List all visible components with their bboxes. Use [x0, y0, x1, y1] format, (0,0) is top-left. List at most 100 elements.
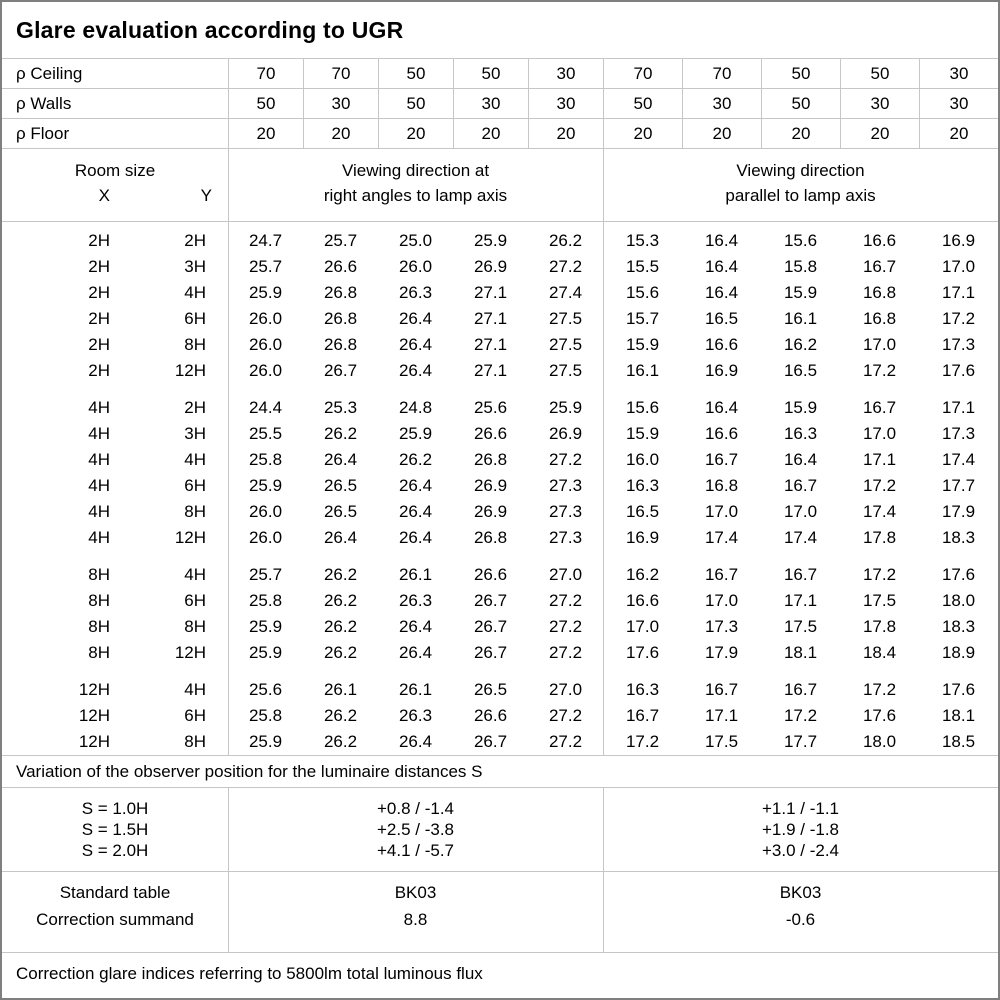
room-size-x: 4H [88, 398, 110, 417]
ugr-value-right-angles: 25.9 [248, 476, 283, 495]
ugr-value-right-angles: 26.2 [398, 450, 433, 469]
room-size-x: 2H [88, 283, 110, 302]
ugr-value-right-angles: 27.2 [548, 257, 583, 276]
ugr-row: 4H 3H 25.5 26.2 25.9 26.6 26.9 15.9 16.6 16.3 17.0… [2, 421, 998, 447]
ugr-value-parallel: 17.4 [941, 450, 976, 469]
room-size-y: 6H [184, 706, 206, 725]
ugr-value-right-angles: 26.6 [473, 424, 508, 443]
reflectance-label: ρ Ceiling [16, 64, 83, 83]
ugr-value-parallel: 17.5 [704, 732, 739, 751]
ugr-value-parallel: 18.3 [941, 528, 976, 547]
ugr-value-parallel: 17.9 [941, 502, 976, 521]
ugr-value-parallel: 17.2 [862, 680, 897, 699]
ugr-value-right-angles: 26.2 [323, 706, 358, 725]
ugr-value-right-angles: 26.1 [398, 565, 433, 584]
ugr-value-right-angles: 26.9 [473, 476, 508, 495]
room-size-x: 2H [88, 231, 110, 250]
room-size-x: 8H [88, 591, 110, 610]
ugr-value-right-angles: 25.9 [248, 643, 283, 662]
reflectance-row: ρ Floor 20 20 20 20 20 20 20 20 20 20 [2, 119, 998, 149]
ugr-value-parallel: 15.9 [783, 398, 818, 417]
ugr-value-right-angles: 25.7 [248, 565, 283, 584]
ugr-value-right-angles: 26.2 [323, 732, 358, 751]
ugr-value-right-angles: 26.4 [323, 450, 358, 469]
ugr-value-right-angles: 27.3 [548, 528, 583, 547]
ugr-value-parallel: 16.7 [704, 450, 739, 469]
ugr-value-right-angles: 26.6 [473, 706, 508, 725]
ugr-row: 2H 3H 25.7 26.6 26.0 26.9 27.2 15.5 16.4 15.8 16.7… [2, 254, 998, 280]
reflectance-value: 30 [919, 89, 998, 118]
ugr-value-right-angles: 26.9 [473, 502, 508, 521]
room-size-y: 3H [184, 424, 206, 443]
room-size-y: 3H [184, 257, 206, 276]
reflectance-row: ρ Walls 50 30 50 30 30 50 30 50 30 30 [2, 89, 998, 119]
ugr-value-parallel: 16.4 [704, 231, 739, 250]
ugr-value-right-angles: 27.2 [548, 643, 583, 662]
ugr-value-right-angles: 27.1 [473, 335, 508, 354]
ugr-value-right-angles: 27.2 [548, 591, 583, 610]
ugr-value-right-angles: 27.2 [548, 450, 583, 469]
room-size-x: 4H [88, 528, 110, 547]
ugr-value-parallel: 18.1 [783, 643, 818, 662]
ugr-value-right-angles: 25.9 [473, 231, 508, 250]
ugr-value-parallel: 17.2 [862, 565, 897, 584]
reflectance-value: 50 [228, 89, 303, 118]
xy-header: X Y [2, 183, 228, 208]
ugr-value-right-angles: 26.0 [248, 309, 283, 328]
ugr-value-right-angles: 26.5 [323, 502, 358, 521]
ugr-block: 12H 4H 25.6 26.1 26.1 26.5 27.0 16.3 16.7 16.7 17.… [2, 677, 998, 755]
summary-label: Correction summand [36, 910, 194, 929]
ugr-value-right-angles: 27.4 [548, 283, 583, 302]
parallel-heading: Viewing direction parallel to lamp axis [603, 149, 998, 221]
observer-variation-label: S = 2.0H [81, 841, 149, 860]
ugr-row: 4H 8H 26.0 26.5 26.4 26.9 27.3 16.5 17.0 17.0 17.4… [2, 499, 998, 525]
ugr-value-right-angles: 27.3 [548, 476, 583, 495]
ugr-value-right-angles: 26.0 [248, 528, 283, 547]
ugr-value-parallel: 18.4 [862, 643, 897, 662]
ugr-row: 12H 4H 25.6 26.1 26.1 26.5 27.0 16.3 16.7 16.7 17.… [2, 677, 998, 703]
room-size-y: 6H [184, 476, 206, 495]
ugr-value-right-angles: 25.7 [323, 231, 358, 250]
ugr-value-right-angles: 26.2 [323, 565, 358, 584]
ugr-value-right-angles: 27.0 [548, 565, 583, 584]
ugr-blocks: 2H 2H 24.7 25.7 25.0 25.9 26.2 15.3 16.4 15.6 16.6… [2, 228, 998, 755]
reflectance-value: 20 [919, 119, 998, 148]
ugr-value-parallel: 15.8 [783, 257, 818, 276]
ugr-value-right-angles: 26.8 [473, 450, 508, 469]
ugr-value-parallel: 16.9 [625, 528, 660, 547]
ugr-value-parallel: 16.2 [625, 565, 660, 584]
room-size-y: 4H [184, 450, 206, 469]
room-size-y: 12H [174, 361, 206, 380]
ugr-value-right-angles: 25.9 [398, 424, 433, 443]
ugr-value-right-angles: 24.4 [248, 398, 283, 417]
observer-variation-value-parallel: +3.0 / -2.4 [761, 841, 840, 860]
ugr-value-right-angles: 26.2 [323, 643, 358, 662]
room-size-y: 2H [184, 398, 206, 417]
right-angles-heading: Viewing direction at right angles to lam… [228, 149, 603, 221]
ugr-value-parallel: 17.6 [941, 361, 976, 380]
ugr-value-parallel: 17.6 [862, 706, 897, 725]
room-size-x: 4H [88, 424, 110, 443]
ugr-row: 4H 2H 24.4 25.3 24.8 25.6 25.9 15.6 16.4 15.9 16.7… [2, 395, 998, 421]
ugr-value-right-angles: 26.0 [248, 335, 283, 354]
ugr-value-parallel: 17.0 [862, 335, 897, 354]
ugr-value-parallel: 16.5 [704, 309, 739, 328]
ugr-value-parallel: 16.7 [862, 257, 897, 276]
ugr-row: 8H 12H 25.9 26.2 26.4 26.7 27.2 17.6 17.9 18.1 18.… [2, 640, 998, 666]
reflectance-value: 20 [303, 119, 378, 148]
ugr-value-parallel: 16.4 [704, 257, 739, 276]
room-size-y: 12H [174, 528, 206, 547]
room-size-y: 8H [184, 732, 206, 751]
ugr-value-right-angles: 26.4 [323, 528, 358, 547]
room-size-y: 4H [184, 283, 206, 302]
room-size-x: 8H [88, 617, 110, 636]
ugr-value-parallel: 16.9 [941, 231, 976, 250]
reflectance-value: 20 [528, 119, 603, 148]
ugr-row: 4H 4H 25.8 26.4 26.2 26.8 27.2 16.0 16.7 16.4 17.1… [2, 447, 998, 473]
ugr-value-parallel: 16.7 [783, 476, 818, 495]
ugr-value-parallel: 17.3 [941, 424, 976, 443]
ugr-value-right-angles: 27.1 [473, 361, 508, 380]
ugr-value-right-angles: 27.1 [473, 309, 508, 328]
summary-rows: Standard table BK03 BK03 Correction summand… [2, 879, 998, 933]
reflectance-value: 30 [682, 89, 761, 118]
